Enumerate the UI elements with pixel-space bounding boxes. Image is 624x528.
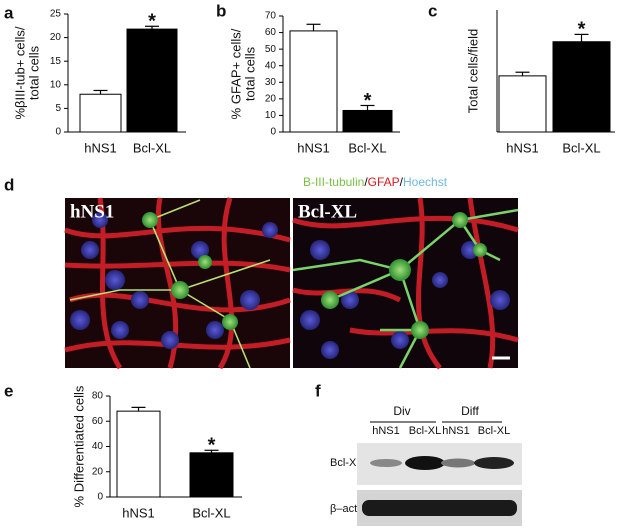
y-axis-label: % Differentiated cells	[71, 385, 86, 507]
lane-label: hNS1	[372, 425, 400, 437]
blot	[357, 443, 522, 526]
panel-label: b	[216, 1, 226, 20]
image-label: Bcl-XL	[298, 201, 357, 222]
stain-name: Hoechst	[403, 175, 448, 189]
y-axis-label: total cells	[242, 46, 257, 101]
y-tick-label: 70	[265, 11, 277, 22]
y-tick-label: 30	[265, 77, 277, 88]
y-tick-label: 40	[92, 441, 104, 452]
lane-label: hNS1	[442, 425, 470, 437]
y-tick-label: 20	[50, 32, 62, 43]
bar	[289, 30, 338, 133]
significance-mark: *	[578, 19, 586, 41]
row-label: β–actin	[330, 503, 366, 515]
y-tick-label: 20	[265, 93, 277, 104]
x-tick-label: hNS1	[297, 140, 330, 155]
panel-label: c	[428, 1, 437, 20]
image-label: hNS1	[70, 201, 114, 222]
micrograph-right	[292, 197, 519, 370]
x-tick-label: hNS1	[84, 140, 117, 155]
y-axis-label: Total cells/field	[465, 29, 480, 114]
x-tick-label: Bcl-XL	[192, 505, 230, 520]
stain-name: GFAP	[368, 175, 400, 189]
significance-mark: *	[208, 435, 216, 457]
significance-mark: *	[364, 90, 372, 112]
x-tick-label: hNS1	[506, 140, 539, 155]
bar	[79, 93, 122, 133]
bar	[342, 109, 393, 133]
y-axis-label: % GFAP+ cells/	[228, 28, 243, 119]
y-axis-label: total cells	[26, 45, 41, 100]
row-label: Bcl-XL	[330, 457, 362, 469]
y-tick-label: 10	[50, 79, 62, 90]
y-tick-label: 5	[55, 103, 61, 114]
bar	[552, 41, 611, 133]
stain-legend: B-III-tubulin/GFAP/Hoechst	[303, 175, 448, 189]
panel-label: e	[4, 381, 13, 400]
panel-label: f	[315, 381, 321, 400]
micrograph-left	[64, 197, 291, 370]
y-tick-label: 15	[50, 56, 62, 67]
stain-name: /	[364, 175, 368, 189]
x-tick-label: Bcl-XL	[348, 140, 386, 155]
panel-label: d	[4, 175, 14, 194]
lane-label: Bcl-XL	[478, 425, 510, 437]
lane-label: Bcl-XL	[409, 425, 441, 437]
bar	[126, 28, 178, 133]
y-tick-label: 60	[265, 27, 277, 38]
panel-label: a	[4, 3, 14, 22]
significance-mark: *	[148, 11, 156, 33]
x-tick-label: Bcl-XL	[562, 140, 600, 155]
y-tick-label: 10	[265, 110, 277, 121]
bar	[116, 410, 161, 498]
y-tick-label: 0	[97, 492, 103, 503]
y-tick-label: 0	[55, 127, 61, 138]
y-axis-label: %βIII-tub+ cells/	[12, 26, 27, 119]
y-tick-label: 50	[265, 44, 277, 55]
y-tick-label: 80	[92, 391, 104, 402]
x-tick-label: Bcl-XL	[133, 140, 171, 155]
bar	[498, 75, 547, 133]
y-tick-label: 40	[265, 60, 277, 71]
y-tick-label: 25	[50, 9, 62, 20]
y-tick-label: 0	[270, 127, 276, 138]
y-tick-label: 60	[92, 416, 104, 427]
group-label: Diff	[461, 404, 479, 418]
stain-name: /	[400, 175, 404, 189]
stain-name: B-III-tubulin	[303, 175, 364, 189]
bar	[189, 452, 234, 498]
group-label: Div	[393, 404, 410, 418]
x-tick-label: hNS1	[122, 505, 155, 520]
y-tick-label: 20	[92, 466, 104, 477]
